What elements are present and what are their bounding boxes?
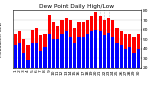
Bar [60,34,64,87]
Bar [48,34,51,87]
Bar [35,28,38,87]
Bar [22,53,25,87]
Bar [26,60,30,87]
Bar [132,53,136,87]
Bar [120,45,123,87]
Bar [77,22,80,87]
Bar [18,43,21,87]
Bar [120,31,123,87]
Bar [90,31,93,87]
Bar [65,18,68,87]
Bar [14,34,17,87]
Bar [132,37,136,87]
Bar [82,37,85,87]
Bar [26,45,30,87]
Bar [73,28,76,87]
Bar [56,39,59,87]
Bar [18,31,21,87]
Bar [111,37,114,87]
Bar [111,20,114,87]
Title: Dew Point Daily High/Low: Dew Point Daily High/Low [39,4,114,9]
Bar [35,43,38,87]
Bar [94,30,97,87]
Bar [124,49,127,87]
Bar [73,43,76,87]
Bar [22,39,25,87]
Bar [116,43,119,87]
Bar [128,47,131,87]
Bar [99,16,102,87]
Bar [77,37,80,87]
Bar [82,22,85,87]
Bar [137,34,140,87]
Bar [31,30,34,87]
Bar [48,15,51,87]
Bar [107,33,110,87]
Bar [90,16,93,87]
Bar [94,12,97,87]
Text: Milwaukee, dew: Milwaukee, dew [0,22,3,57]
Bar [14,45,17,87]
Bar [116,28,119,87]
Bar [65,31,68,87]
Bar [43,47,47,87]
Bar [52,39,55,87]
Bar [39,35,42,87]
Bar [52,22,55,87]
Bar [137,49,140,87]
Bar [107,18,110,87]
Bar [69,37,72,87]
Bar [128,34,131,87]
Bar [39,51,42,87]
Bar [43,34,47,87]
Bar [103,20,106,87]
Bar [69,20,72,87]
Bar [103,35,106,87]
Bar [124,34,127,87]
Bar [60,20,64,87]
Bar [31,43,34,87]
Bar [56,26,59,87]
Bar [86,34,89,87]
Bar [86,20,89,87]
Bar [99,31,102,87]
